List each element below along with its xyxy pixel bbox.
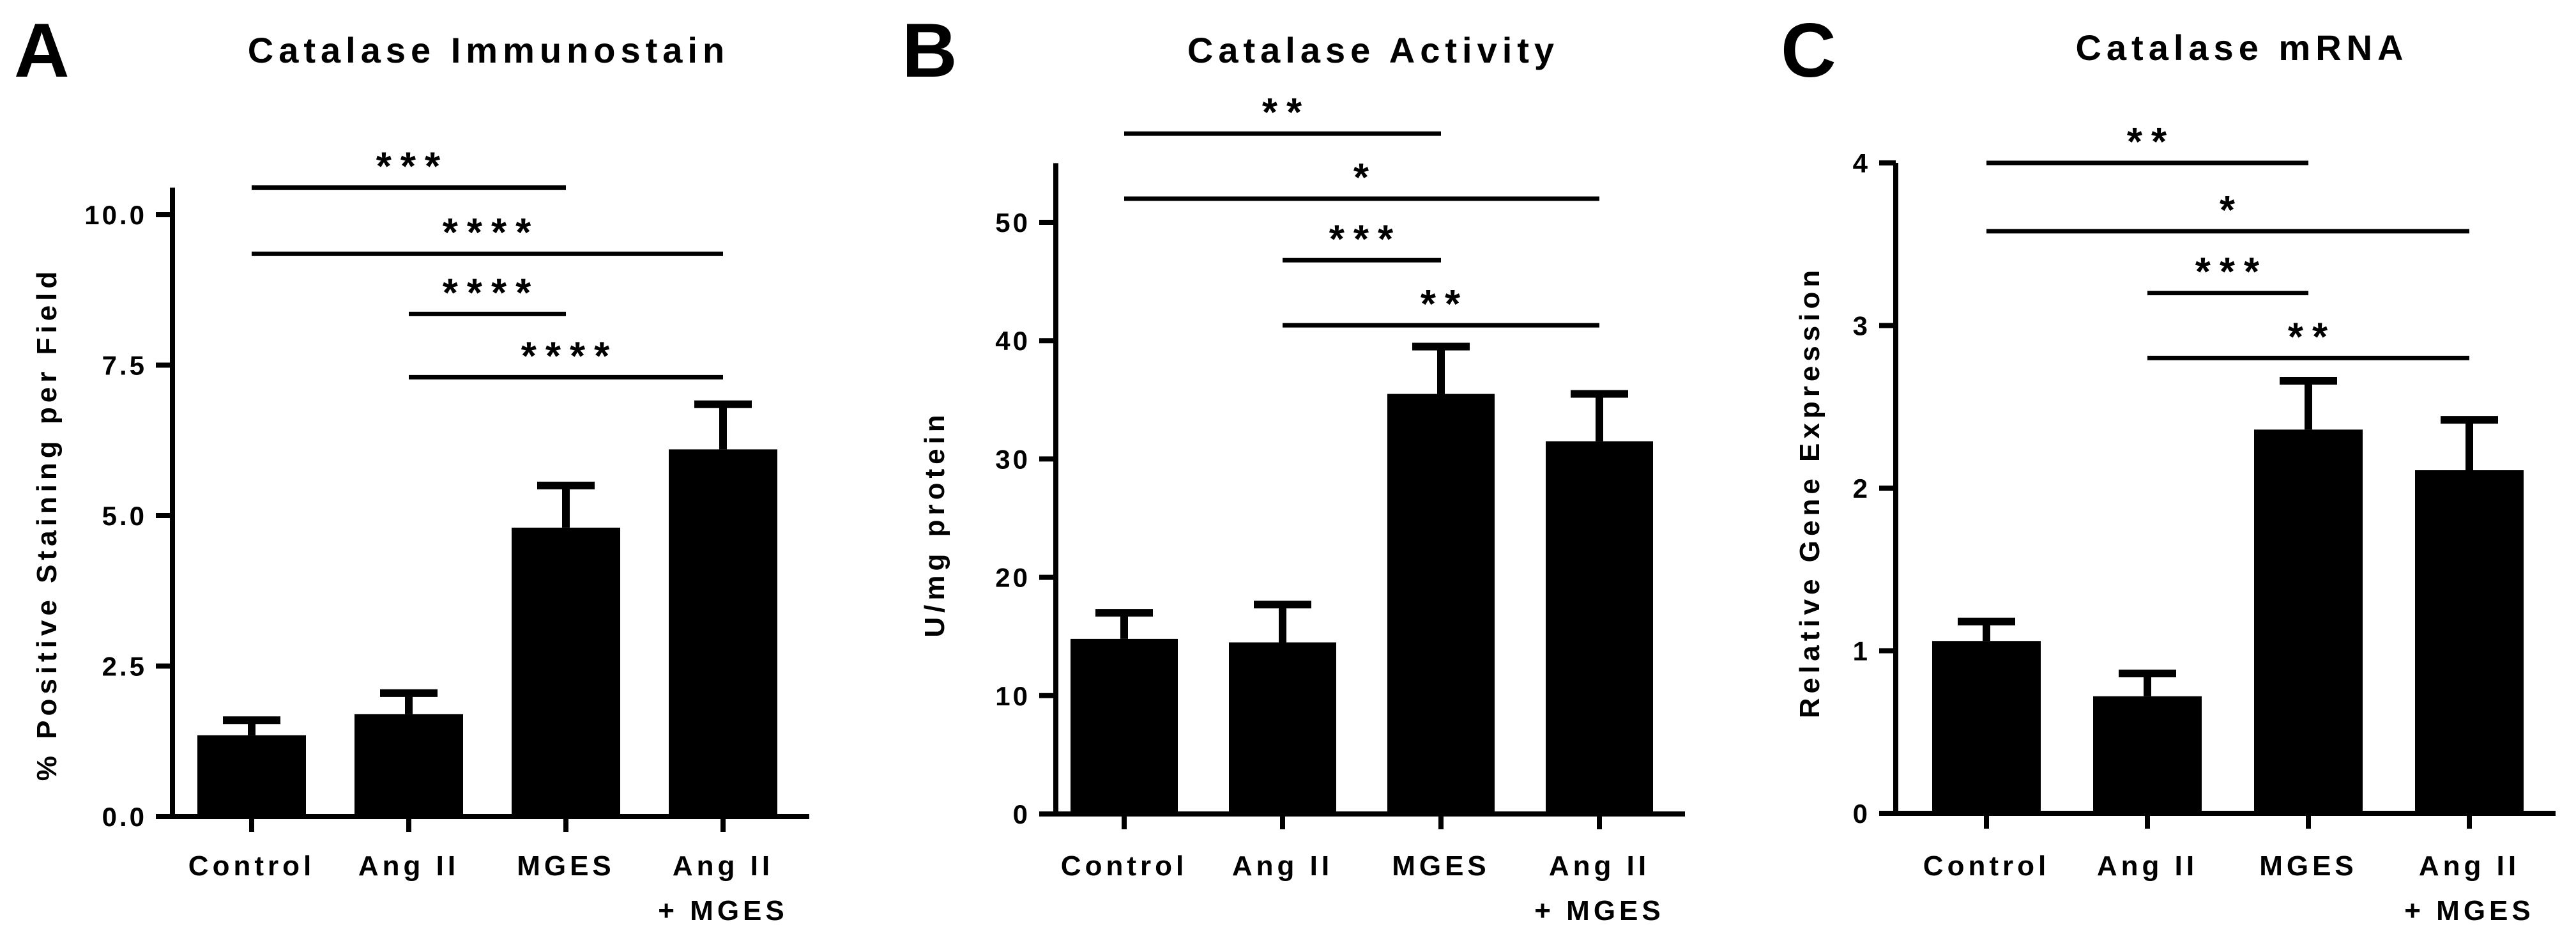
chart-title-a: Catalase Immunostain: [248, 30, 729, 70]
bar: [2415, 470, 2524, 813]
panel-letter-b: B: [902, 8, 957, 93]
significance-label: **: [2127, 120, 2176, 164]
category-label: + MGES: [1534, 895, 1665, 926]
panel-c: C Catalase mRNA Relative Gene Expression…: [1781, 8, 2556, 926]
bar: [1932, 641, 2041, 813]
category-label: Control: [188, 850, 315, 882]
category-label: Ang II: [2097, 850, 2198, 882]
significance-label: ***: [2195, 250, 2268, 295]
y-tick-label: 40: [995, 326, 1030, 356]
category-label: Ang II: [1232, 850, 1333, 882]
category-label: Control: [1923, 850, 2050, 882]
bar: [197, 735, 306, 817]
y-tick-label: 30: [995, 444, 1030, 474]
bar: [669, 449, 777, 817]
category-label: MGES: [1392, 850, 1490, 882]
y-tick-label: 2.5: [102, 652, 147, 682]
bar: [1387, 394, 1495, 814]
plot-area-b: 0 10 20 30 40 50 Control Ang II MGES Ang II + MGES…: [995, 91, 1685, 926]
significance-label: ****: [443, 271, 540, 315]
significance-label: **: [1421, 282, 1469, 326]
panel-a: A Catalase Immunostain % Positive Staini…: [14, 8, 809, 926]
y-tick-label: 0: [1853, 799, 1870, 829]
significance-label: ****: [443, 211, 540, 255]
y-tick-label: 3: [1853, 311, 1870, 341]
bar: [1546, 441, 1653, 814]
significance-label: **: [2288, 315, 2336, 359]
significance-label: ***: [376, 145, 449, 189]
panel-letter-c: C: [1781, 8, 1836, 93]
y-tick-label: 10.0: [84, 200, 147, 230]
panel-b: B Catalase Activity U/mg protein 0 10 20 30…: [902, 8, 1685, 926]
bar: [2093, 696, 2202, 813]
category-label: Ang II: [2419, 850, 2520, 882]
significance-label: ****: [521, 334, 619, 378]
y-tick-label: 5.0: [102, 501, 147, 531]
significance-label: *: [2220, 188, 2244, 233]
category-label: + MGES: [2404, 895, 2534, 926]
y-tick-label: 4: [1853, 148, 1870, 178]
chart-title-c: Catalase mRNA: [2075, 27, 2408, 68]
y-tick-label: 1: [1853, 636, 1870, 666]
bar: [1071, 638, 1178, 814]
category-label: MGES: [2259, 850, 2358, 882]
panel-letter-a: A: [14, 8, 70, 93]
y-axis-label-a: % Positive Staining per Field: [31, 267, 63, 781]
y-tick-label: 10: [995, 681, 1030, 711]
category-label: + MGES: [658, 895, 788, 926]
category-label: Ang II: [673, 850, 774, 882]
significance-label: **: [1262, 91, 1311, 135]
y-tick-label: 50: [995, 208, 1030, 238]
chart-title-b: Catalase Activity: [1187, 30, 1559, 70]
category-label: MGES: [517, 850, 615, 882]
bar: [1229, 642, 1336, 814]
category-label: Ang II: [1549, 850, 1650, 882]
bar: [354, 714, 463, 817]
category-label: Ang II: [358, 850, 459, 882]
bar: [512, 527, 620, 817]
y-axis-label-b: U/mg protein: [919, 410, 950, 637]
category-label: Control: [1061, 850, 1187, 882]
y-axis-label-c: Relative Gene Expression: [1794, 266, 1825, 718]
bar: [2254, 429, 2363, 813]
significance-label: ***: [1329, 217, 1402, 261]
significance-label: *: [1353, 156, 1378, 200]
y-tick-label: 2: [1853, 473, 1870, 503]
y-tick-label: 0.0: [102, 802, 147, 832]
y-tick-label: 20: [995, 563, 1030, 593]
plot-area-a: 0.0 2.5 5.0 7.5 10.0 Control Ang II MGES Ang II +…: [84, 145, 809, 926]
y-tick-label: 0: [1013, 799, 1030, 829]
y-tick-label: 7.5: [102, 351, 147, 381]
